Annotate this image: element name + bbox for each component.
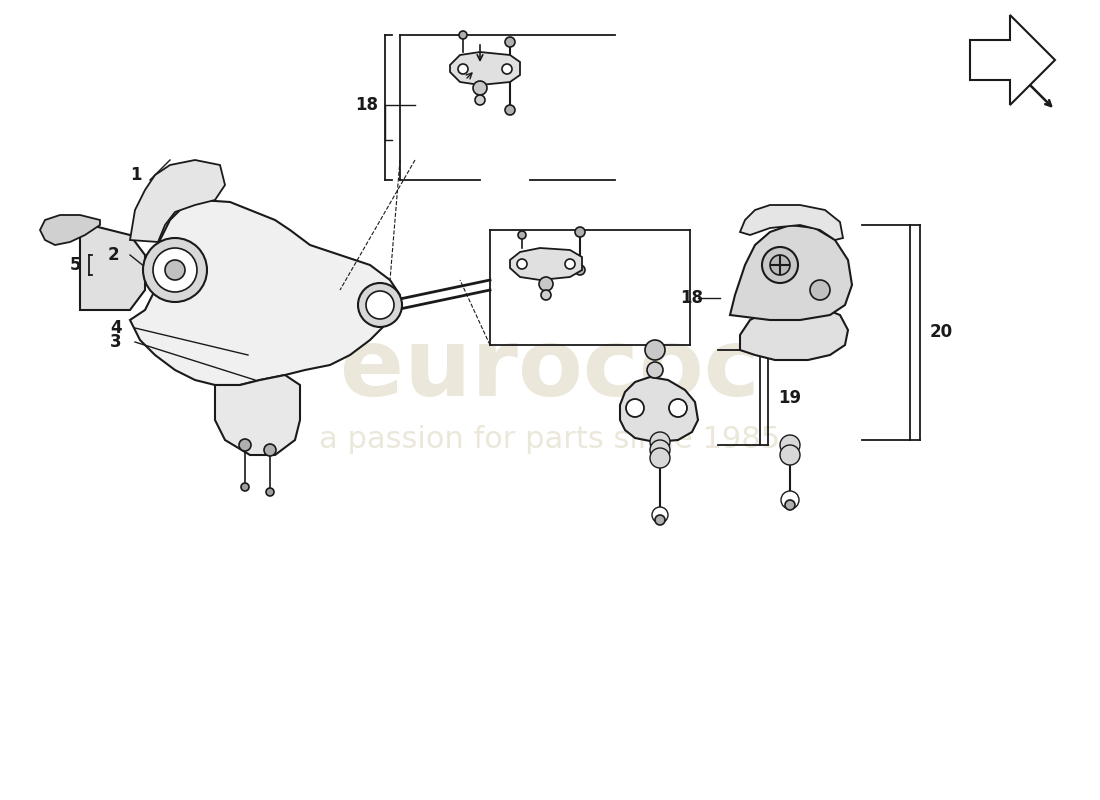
Circle shape: [785, 500, 795, 510]
Text: 5: 5: [70, 256, 81, 274]
Polygon shape: [130, 200, 400, 385]
Circle shape: [650, 448, 670, 468]
Polygon shape: [620, 377, 698, 442]
Circle shape: [575, 227, 585, 237]
Circle shape: [780, 445, 800, 465]
Circle shape: [473, 81, 487, 95]
Circle shape: [565, 259, 575, 269]
Circle shape: [539, 277, 553, 291]
Circle shape: [143, 238, 207, 302]
Circle shape: [505, 105, 515, 115]
Circle shape: [652, 507, 668, 523]
Circle shape: [459, 31, 468, 39]
Circle shape: [669, 399, 688, 417]
Polygon shape: [450, 52, 520, 85]
Polygon shape: [80, 225, 145, 310]
Circle shape: [645, 340, 665, 360]
Circle shape: [239, 439, 251, 451]
Polygon shape: [214, 375, 300, 455]
Circle shape: [518, 231, 526, 239]
Polygon shape: [40, 215, 100, 245]
Text: 4: 4: [110, 319, 122, 337]
Text: eurococ: eurococ: [340, 324, 760, 416]
Text: 18: 18: [355, 96, 378, 114]
Polygon shape: [740, 305, 848, 360]
Circle shape: [654, 515, 666, 525]
Text: 18: 18: [680, 289, 703, 307]
Circle shape: [475, 95, 485, 105]
Polygon shape: [730, 225, 853, 320]
Text: 1: 1: [130, 166, 142, 184]
Circle shape: [650, 440, 670, 460]
Polygon shape: [970, 15, 1055, 105]
Polygon shape: [740, 205, 843, 240]
Circle shape: [266, 488, 274, 496]
Circle shape: [575, 265, 585, 275]
Text: a passion for parts since 1985: a passion for parts since 1985: [319, 426, 781, 454]
Circle shape: [541, 290, 551, 300]
Circle shape: [770, 255, 790, 275]
Circle shape: [762, 247, 798, 283]
Text: 20: 20: [930, 323, 953, 341]
Circle shape: [626, 399, 644, 417]
Circle shape: [366, 291, 394, 319]
Text: 3: 3: [110, 333, 122, 351]
Circle shape: [165, 260, 185, 280]
Circle shape: [502, 64, 512, 74]
Polygon shape: [510, 248, 582, 280]
Circle shape: [458, 64, 468, 74]
Circle shape: [517, 259, 527, 269]
Circle shape: [780, 435, 800, 455]
Circle shape: [264, 444, 276, 456]
Circle shape: [650, 432, 670, 452]
Circle shape: [153, 248, 197, 292]
Circle shape: [647, 362, 663, 378]
Polygon shape: [130, 160, 225, 242]
Circle shape: [505, 37, 515, 47]
Text: 19: 19: [778, 389, 801, 407]
Text: 2: 2: [108, 246, 120, 264]
Circle shape: [241, 483, 249, 491]
Circle shape: [781, 491, 799, 509]
Circle shape: [358, 283, 402, 327]
Circle shape: [810, 280, 830, 300]
